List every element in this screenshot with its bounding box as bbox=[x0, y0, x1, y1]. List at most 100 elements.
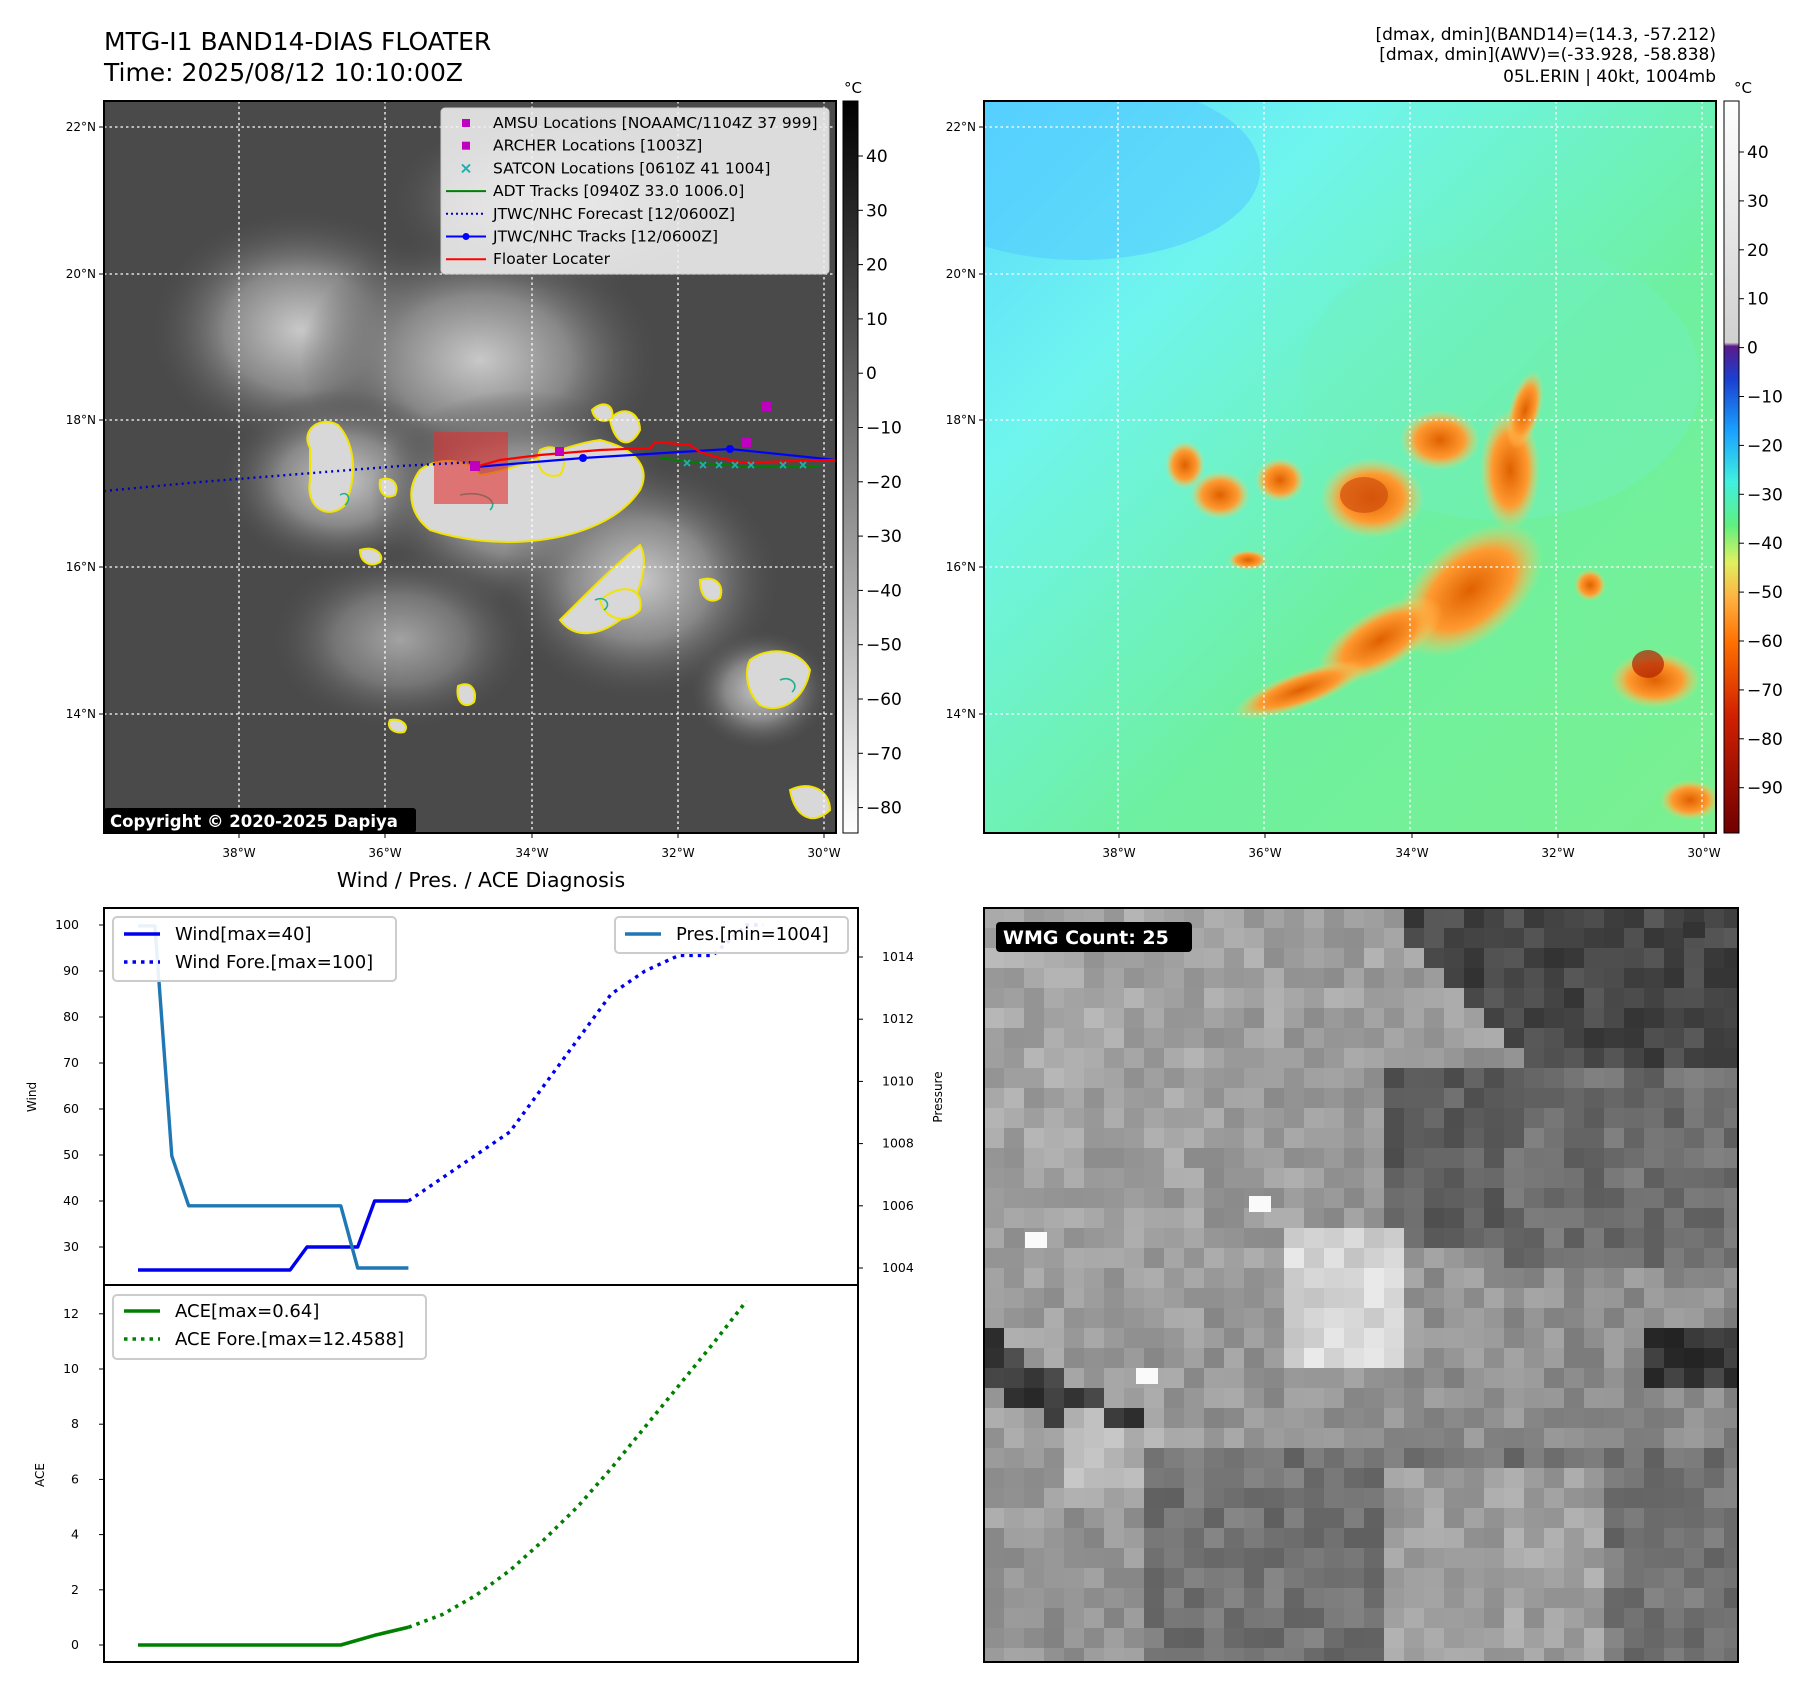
pressure-ytick-label-3: 1008 bbox=[882, 1136, 914, 1151]
info-band14: [dmax, dmin](BAND14)=(14.3, -57.212) bbox=[1375, 25, 1716, 45]
wind-ytick-label-3: 70 bbox=[63, 1055, 79, 1070]
legend-item-5-dot bbox=[462, 233, 470, 240]
right-map-lat-label-2: 18°N bbox=[946, 413, 976, 427]
legend-item-3-label: ADT Tracks [0940Z 33.0 1006.0] bbox=[493, 182, 744, 200]
left-colorbar-label-2: 20 bbox=[866, 256, 888, 276]
left-map-lat-label-1: 20°N bbox=[66, 267, 96, 281]
wind-series-1 bbox=[407, 923, 764, 1203]
right-colorbar-label-12: −80 bbox=[1747, 730, 1783, 750]
diagnosis-title: Wind / Pres. / ACE Diagnosis bbox=[337, 868, 625, 892]
ace-ytick-label-6: 0 bbox=[71, 1637, 79, 1652]
wind-series-0 bbox=[138, 1199, 409, 1272]
wmg-badge bbox=[996, 922, 1192, 952]
ace-ytick-label-5: 2 bbox=[71, 1582, 79, 1597]
legend-item-1-label: ARCHER Locations [1003Z] bbox=[493, 137, 702, 155]
left-colorbar-label-7: −30 bbox=[866, 527, 902, 547]
left-colorbar-label-6: −20 bbox=[866, 473, 902, 493]
ace-series-1 bbox=[407, 1299, 748, 1629]
ace-chart-frame bbox=[103, 1284, 859, 1663]
copyright-text: Copyright © 2020-2025 Dapiya bbox=[110, 812, 398, 831]
left-colorbar-label-3: 10 bbox=[866, 310, 888, 330]
wind-ytick-label-1: 90 bbox=[63, 963, 79, 978]
right-colorbar: °C 40 30 20 10 0 −10 −20 −30 −40 −50 −60 −70 −80 −90 bbox=[1723, 79, 1783, 834]
left-colorbar: °C 40 30 20 10 0 −10 −20 −30 −40 −50 −60 −70 −80 bbox=[842, 79, 902, 834]
left-map-lat-label-2: 18°N bbox=[66, 413, 96, 427]
left-colorbar-label-0: 40 bbox=[866, 147, 888, 167]
right-map-lon-label-3: 32°W bbox=[1541, 846, 1574, 860]
wind-axis-label: Wind bbox=[25, 1082, 39, 1112]
wind-series-2 bbox=[138, 924, 409, 1270]
pressure-ytick-label-0: 1014 bbox=[882, 949, 914, 964]
pressure-legend: Pres.[min=1004] bbox=[614, 916, 849, 954]
copyright-badge bbox=[104, 808, 416, 833]
ace-series-0 bbox=[138, 1625, 409, 1647]
right-map-lat-label-0: 22°N bbox=[946, 120, 976, 134]
wind-legend-label-0: Wind[max=40] bbox=[175, 924, 312, 945]
ace-legend: ACE[max=0.64] ACE Fore.[max=12.4588] bbox=[112, 1294, 427, 1360]
wind-legend: Wind[max=40] Wind Fore.[max=100] bbox=[112, 916, 397, 982]
left-colorbar-label-9: −50 bbox=[866, 636, 902, 656]
figure-time: Time: 2025/08/12 10:10:00Z bbox=[103, 58, 463, 87]
legend-item-4-label: JTWC/NHC Forecast [12/0600Z] bbox=[492, 205, 735, 223]
right-map-lon-label-4: 30°W bbox=[1687, 846, 1720, 860]
ace-legend-label-0: ACE[max=0.64] bbox=[175, 1301, 319, 1322]
legend-item-2-marker bbox=[461, 163, 471, 174]
wind-ytick-label-7: 30 bbox=[63, 1239, 79, 1254]
right-map-lon-label-1: 36°W bbox=[1248, 846, 1281, 860]
wind-legend-label-1: Wind Fore.[max=100] bbox=[175, 952, 373, 973]
wind-ytick-label-4: 60 bbox=[63, 1101, 79, 1116]
right-colorbar-label-1: 30 bbox=[1747, 192, 1769, 212]
wind-ytick-label-2: 80 bbox=[63, 1009, 79, 1024]
right-colorbar-label-0: 40 bbox=[1747, 143, 1769, 163]
right-colorbar-label-13: −90 bbox=[1747, 779, 1783, 799]
pressure-ytick-label-1: 1012 bbox=[882, 1011, 914, 1026]
right-colorbar-label-3: 10 bbox=[1747, 290, 1769, 310]
wind-chart-ticks: 100 90 80 70 60 50 40 30 1014 1012 1010 1008 1006 100… bbox=[55, 917, 914, 1275]
left-map-lon-label-0: 38°W bbox=[222, 846, 255, 860]
ace-chart: 12 10 8 6 4 2 0 ACE[max=0.64] ACE Fore.[max=12.4… bbox=[63, 1294, 748, 1652]
left-colorbar-label-10: −60 bbox=[866, 690, 902, 710]
left-map-lon-label-2: 34°W bbox=[515, 846, 548, 860]
wmg-panel bbox=[984, 908, 1738, 1662]
left-colorbar-label-4: 0 bbox=[866, 364, 877, 384]
ace-ytick-label-4: 4 bbox=[71, 1527, 79, 1542]
right-map-axes: 38°W 36°W 34°W 32°W 30°W 22°N 20°N 18°N 16°N 14°N bbox=[946, 120, 1721, 860]
left-map-lon-label-4: 30°W bbox=[807, 846, 840, 860]
legend-item-6-label: Floater Locater bbox=[493, 250, 611, 268]
ace-ytick-label-0: 12 bbox=[63, 1306, 79, 1321]
legend-item-5-label: JTWC/NHC Tracks [12/0600Z] bbox=[492, 228, 718, 246]
ace-ytick-label-1: 10 bbox=[63, 1361, 79, 1376]
right-colorbar-unit: °C bbox=[1734, 79, 1752, 97]
left-map-lat-label-3: 16°N bbox=[66, 560, 96, 574]
right-map-frame bbox=[983, 100, 1717, 834]
ace-legend-label-1: ACE Fore.[max=12.4588] bbox=[175, 1329, 404, 1350]
right-color-map bbox=[984, 101, 1716, 833]
left-colorbar-label-11: −70 bbox=[866, 744, 902, 764]
ace-ytick-label-3: 6 bbox=[71, 1471, 79, 1486]
pressure-ytick-label-5: 1004 bbox=[882, 1260, 914, 1275]
info-awv: [dmax, dmin](AWV)=(-33.928, -58.838) bbox=[1379, 45, 1716, 65]
wmg-frame bbox=[983, 907, 1739, 1663]
right-map-lat-label-4: 14°N bbox=[946, 707, 976, 721]
right-colorbar-label-4: 0 bbox=[1747, 339, 1758, 359]
wmg-count-label: WMG Count: 25 bbox=[1003, 927, 1169, 949]
ace-ytick-label-2: 8 bbox=[71, 1416, 79, 1431]
right-colorbar-label-6: −20 bbox=[1747, 436, 1783, 456]
left-map-lat-label-0: 22°N bbox=[66, 120, 96, 134]
figure-title: MTG-I1 BAND14-DIAS FLOATER bbox=[104, 27, 491, 56]
wind-ytick-label-0: 100 bbox=[55, 917, 79, 932]
wind-ytick-label-6: 40 bbox=[63, 1193, 79, 1208]
legend-item-1-marker bbox=[462, 141, 470, 150]
left-colorbar-label-1: 30 bbox=[866, 201, 888, 221]
legend-item-2-label: SATCON Locations [0610Z 41 1004] bbox=[493, 159, 770, 177]
right-map-lon-label-0: 38°W bbox=[1102, 846, 1135, 860]
left-colorbar-label-5: −10 bbox=[866, 419, 902, 439]
left-colorbar-label-8: −40 bbox=[866, 581, 902, 601]
left-map-frame bbox=[103, 100, 837, 834]
legend-item-0-label: AMSU Locations [NOAAMC/1104Z 37 999] bbox=[493, 114, 818, 132]
left-map-axes: 38°W 36°W 34°W 32°W 30°W 22°N 20°N 18°N 16°N 14°N bbox=[66, 120, 841, 860]
left-map-lon-label-1: 36°W bbox=[368, 846, 401, 860]
left-colorbar-label-12: −80 bbox=[866, 799, 902, 819]
right-colorbar-label-8: −40 bbox=[1747, 534, 1783, 554]
